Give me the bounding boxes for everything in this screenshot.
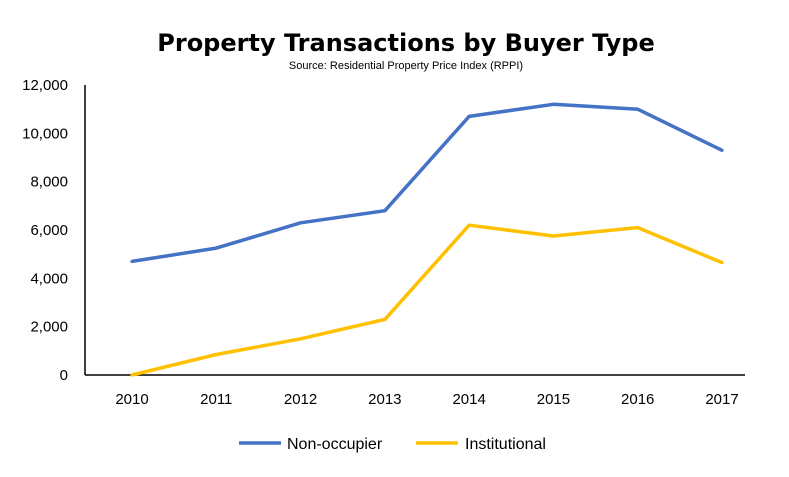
x-tick-label: 2016 bbox=[621, 391, 654, 408]
data-point-institutional-2014 bbox=[467, 223, 471, 227]
x-tick-label: 2017 bbox=[705, 391, 738, 408]
x-tick-label: 2010 bbox=[115, 391, 148, 408]
y-tick-label: 2,000 bbox=[30, 319, 68, 336]
series-lines bbox=[130, 102, 724, 377]
x-tick-label: 2011 bbox=[200, 391, 232, 408]
legend: Non-occupier Institutional bbox=[239, 436, 546, 453]
data-point-non-occupier-2014 bbox=[467, 114, 471, 119]
y-tick-label: 0 bbox=[60, 367, 68, 384]
legend-label: Institutional bbox=[465, 436, 546, 453]
x-tick-label: 2013 bbox=[368, 391, 401, 408]
data-point-institutional-2012 bbox=[298, 337, 303, 341]
x-tick-label: 2015 bbox=[537, 391, 570, 408]
data-point-non-occupier-2015 bbox=[551, 102, 556, 106]
axes bbox=[84, 85, 745, 376]
series-institutional bbox=[130, 223, 724, 377]
y-tick-label: 4,000 bbox=[30, 270, 68, 287]
chart-title: Property Transactions by Buyer Type bbox=[157, 29, 654, 57]
data-point-non-occupier-2012 bbox=[298, 221, 303, 225]
legend-item-non-occupier: Non-occupier bbox=[239, 436, 383, 453]
legend-label: Non-occupier bbox=[287, 436, 383, 453]
y-tick-label: 12,000 bbox=[22, 77, 68, 94]
data-point-non-occupier-2017 bbox=[720, 148, 724, 152]
x-axis-tick-labels: 2010 2011 2012 2013 2014 2015 2016 2017 bbox=[115, 391, 738, 408]
data-point-institutional-2015 bbox=[551, 234, 556, 238]
data-point-institutional-2016 bbox=[636, 225, 640, 230]
series-line-non-occupier bbox=[131, 102, 723, 264]
chart-subtitle: Source: Residential Property Price Index… bbox=[289, 60, 523, 72]
x-tick-label: 2012 bbox=[284, 391, 317, 408]
data-point-institutional-2013 bbox=[383, 317, 387, 322]
data-point-institutional-2011 bbox=[214, 352, 218, 357]
data-point-non-occupier-2013 bbox=[383, 209, 387, 213]
y-tick-label: 6,000 bbox=[30, 222, 68, 239]
data-point-non-occupier-2016 bbox=[636, 107, 640, 111]
series-line-institutional bbox=[131, 223, 723, 377]
x-tick-label: 2014 bbox=[452, 391, 485, 408]
series-non-occupier bbox=[130, 102, 724, 264]
data-point-institutional-2017 bbox=[720, 261, 724, 265]
data-point-non-occupier-2010 bbox=[130, 259, 134, 264]
data-point-non-occupier-2011 bbox=[214, 246, 218, 250]
legend-item-institutional: Institutional bbox=[416, 436, 546, 453]
y-tick-label: 10,000 bbox=[22, 125, 68, 142]
y-axis-tick-labels: 0 2,000 4,000 6,000 8,000 10,000 12,000 bbox=[22, 77, 68, 384]
data-point-institutional-2010 bbox=[130, 373, 134, 377]
y-tick-label: 8,000 bbox=[30, 174, 68, 191]
